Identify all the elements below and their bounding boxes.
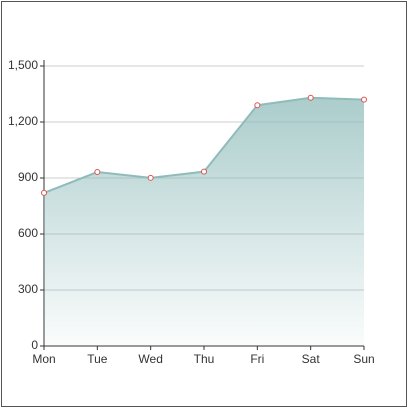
y-tick-label: 1,500 (8, 58, 38, 72)
point (147, 174, 154, 181)
x-tick-label: Fri (250, 352, 264, 366)
x-tick-label: Wed (138, 352, 162, 366)
point (307, 94, 314, 101)
x-tick-label: Sat (302, 352, 321, 366)
area (44, 97, 364, 346)
y-tick-label: 1,200 (8, 114, 38, 128)
point (41, 189, 47, 196)
point (254, 102, 261, 109)
point (361, 96, 367, 103)
point (201, 168, 207, 175)
x-tick-label: Tue (87, 352, 108, 366)
x-tick-label: Mon (32, 352, 55, 366)
y-tick-label: 0 (31, 338, 38, 352)
x-tick-label: Thu (194, 352, 215, 366)
y-tick-label: 300 (18, 282, 38, 296)
y-tick-label: 900 (18, 170, 38, 184)
y-tick-label: 600 (18, 226, 38, 240)
x-tick-label: Sun (353, 352, 374, 366)
point (94, 169, 101, 176)
